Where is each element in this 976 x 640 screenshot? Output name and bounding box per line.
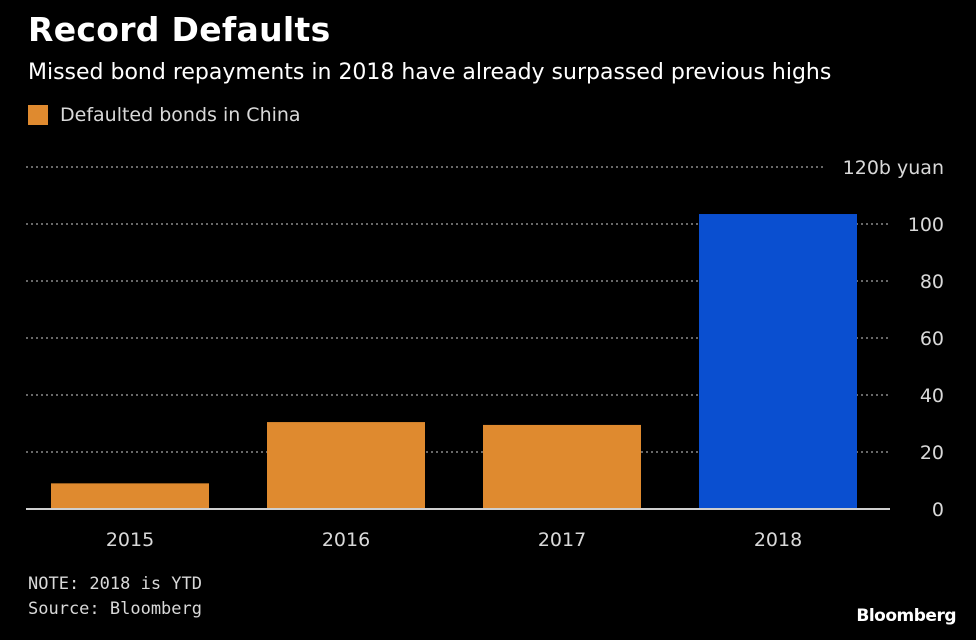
chart-title: Record Defaults — [28, 10, 331, 49]
y-tick-label: 100 — [908, 214, 944, 236]
chart-legend: Defaulted bonds in China — [28, 104, 301, 126]
y-tick-label: 120b yuan — [843, 157, 944, 179]
chart-footnotes: NOTE: 2018 is YTD Source: Bloomberg — [28, 572, 202, 622]
x-tick-label: 2018 — [754, 529, 802, 551]
source-text: Source: Bloomberg — [28, 599, 202, 619]
note-text: NOTE: 2018 is YTD — [28, 574, 202, 594]
x-tick-label: 2015 — [106, 529, 154, 551]
y-tick-label: 80 — [920, 271, 944, 293]
x-tick-label: 2017 — [538, 529, 586, 551]
legend-swatch — [28, 105, 48, 125]
bar — [483, 424, 641, 509]
y-tick-label: 60 — [920, 328, 944, 350]
bar — [51, 483, 209, 509]
y-tick-label: 40 — [920, 385, 944, 407]
bar — [267, 422, 425, 509]
bar — [699, 214, 857, 509]
chart-subtitle: Missed bond repayments in 2018 have alre… — [28, 60, 832, 85]
x-tick-label: 2016 — [322, 529, 370, 551]
bloomberg-logo: Bloomberg — [856, 606, 956, 626]
legend-label: Defaulted bonds in China — [60, 104, 301, 126]
y-tick-label: 0 — [932, 499, 944, 521]
y-tick-label: 20 — [920, 442, 944, 464]
